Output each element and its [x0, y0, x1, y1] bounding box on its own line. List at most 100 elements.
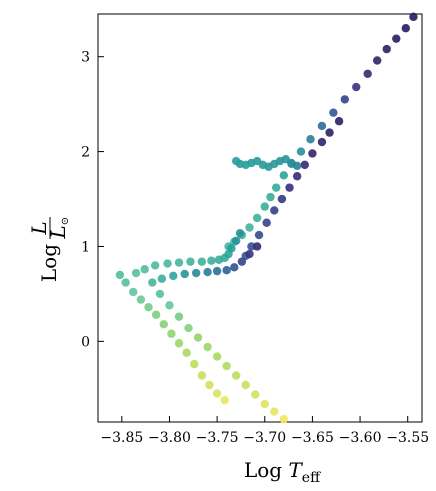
- data-point: [184, 323, 193, 333]
- data-point: [203, 267, 212, 277]
- data-point: [329, 108, 338, 117]
- data-point: [296, 147, 306, 156]
- data-point: [270, 206, 279, 215]
- data-point: [191, 268, 201, 278]
- data-point: [260, 202, 269, 211]
- data-point: [159, 320, 168, 329]
- data-point: [212, 266, 222, 276]
- scatter-points: [115, 12, 418, 424]
- data-point: [334, 117, 344, 126]
- data-point: [277, 194, 287, 204]
- data-point: [292, 161, 302, 171]
- data-point: [237, 257, 247, 266]
- data-point: [262, 218, 271, 227]
- data-point: [235, 228, 245, 238]
- data-point: [227, 244, 236, 253]
- data-point: [193, 333, 203, 342]
- data-point: [270, 407, 279, 416]
- data-point: [279, 171, 289, 180]
- x-tick-label: −3.80: [148, 430, 191, 446]
- data-point: [306, 135, 315, 144]
- data-point: [401, 24, 410, 33]
- data-point: [174, 312, 184, 321]
- x-tick-label: −3.65: [291, 430, 334, 446]
- data-point: [131, 268, 141, 278]
- data-point: [182, 348, 191, 357]
- data-point: [190, 359, 199, 369]
- data-point: [115, 270, 125, 280]
- data-point: [212, 389, 222, 398]
- y-axis-title-numerator: L: [27, 221, 51, 235]
- data-point: [317, 121, 327, 131]
- y-axis-title-prefix: Log: [37, 244, 61, 282]
- x-axis-title-var: T: [288, 458, 303, 482]
- data-point: [165, 301, 174, 310]
- data-point: [197, 257, 207, 266]
- y-tick-label: 3: [81, 50, 90, 66]
- data-point: [144, 302, 153, 312]
- data-point: [251, 390, 260, 399]
- data-point: [129, 287, 138, 297]
- x-axis-ticks: −3.85 −3.80 −3.75 −3.70 −3.65 −3.60 −3.55: [100, 416, 429, 446]
- data-point: [155, 289, 165, 299]
- data-point: [197, 371, 207, 380]
- x-tick-label: −3.85: [100, 430, 143, 446]
- data-point: [266, 192, 275, 202]
- data-point: [325, 128, 334, 137]
- data-point: [169, 271, 178, 281]
- y-axis-title: Log L L ⊙: [27, 217, 71, 282]
- data-point: [292, 172, 302, 181]
- data-point: [252, 213, 262, 223]
- data-point: [252, 242, 262, 251]
- data-point: [272, 183, 281, 192]
- y-axis-title-denominator: L: [46, 225, 70, 239]
- data-point: [207, 256, 216, 265]
- data-point: [317, 137, 327, 147]
- y-tick-label: 1: [81, 239, 90, 255]
- data-point: [174, 258, 184, 267]
- data-point: [163, 259, 172, 268]
- data-point: [150, 261, 160, 270]
- data-point: [279, 414, 289, 424]
- data-point: [180, 269, 189, 279]
- data-point: [205, 380, 214, 390]
- data-point: [222, 361, 231, 371]
- data-point: [352, 82, 361, 92]
- data-point: [136, 295, 146, 304]
- x-axis-title: Log Teff: [244, 458, 321, 486]
- data-point: [254, 230, 264, 240]
- data-point: [186, 257, 195, 266]
- x-axis-title-prefix: Log: [244, 458, 288, 482]
- data-point: [167, 329, 176, 338]
- data-point: [157, 274, 167, 283]
- data-point: [260, 399, 269, 409]
- y-tick-label: 0: [81, 334, 90, 350]
- data-point: [212, 352, 222, 361]
- x-tick-label: −3.60: [339, 430, 382, 446]
- data-point: [231, 236, 241, 245]
- data-point: [409, 12, 418, 22]
- data-point: [222, 265, 231, 275]
- data-point: [148, 278, 157, 287]
- data-point: [308, 149, 317, 158]
- data-point: [392, 34, 401, 43]
- x-axis-title-sub: eff: [302, 470, 321, 486]
- data-point: [174, 339, 184, 348]
- data-point: [203, 342, 212, 352]
- x-tick-label: −3.75: [196, 430, 239, 446]
- y-axis-title-denominator-sub: ⊙: [60, 217, 71, 225]
- data-point: [382, 44, 391, 54]
- data-point: [373, 56, 382, 65]
- data-point: [231, 371, 241, 380]
- data-point: [121, 278, 130, 287]
- x-tick-label: −3.70: [243, 430, 286, 446]
- data-point: [300, 160, 309, 170]
- y-axis-ticks: 0 1 2 3: [81, 50, 104, 350]
- data-point: [230, 263, 239, 272]
- plot-frame: [97, 13, 423, 423]
- data-point: [140, 265, 149, 274]
- y-tick-label: 2: [81, 145, 90, 161]
- data-point: [241, 380, 250, 390]
- data-point: [220, 395, 229, 405]
